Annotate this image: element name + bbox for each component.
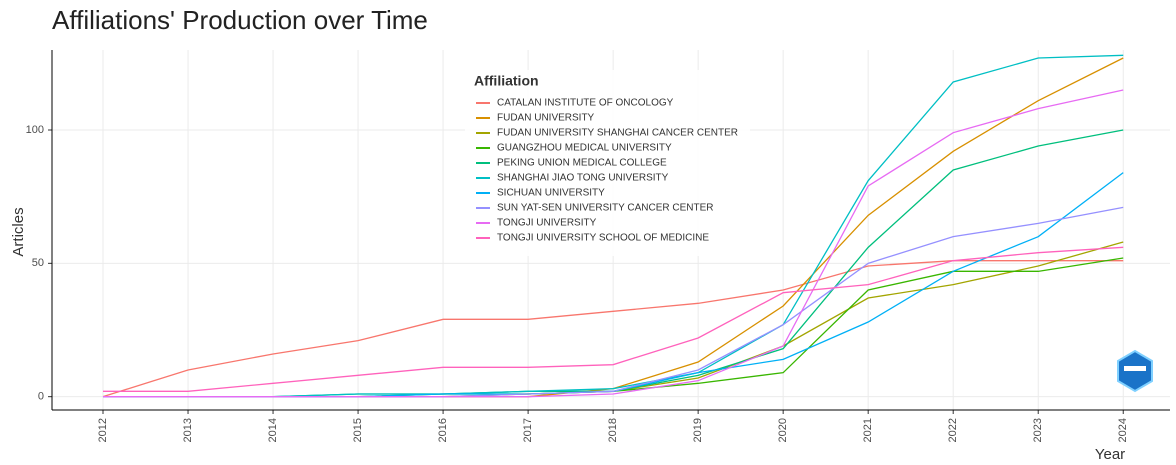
legend-label: PEKING UNION MEDICAL COLLEGE <box>497 158 667 169</box>
x-tick-label: 2015 <box>352 418 364 442</box>
x-tick-label: 2013 <box>182 418 194 442</box>
logo <box>1117 349 1153 393</box>
legend: Affiliation CATALAN INSTITUTE OF ONCOLOGY… <box>465 70 750 256</box>
legend-label: TONGJI UNIVERSITY <box>497 218 597 229</box>
line-series <box>103 246 1124 392</box>
y-tick-label: 0 <box>38 391 44 403</box>
legend-title: Affiliation <box>474 73 539 89</box>
legend-label: CATALAN INSTITUTE OF ONCOLOGY <box>497 98 674 109</box>
y-tick-label: 50 <box>32 257 44 269</box>
x-tick-label: 2014 <box>267 418 279 442</box>
y-tick-label: 100 <box>26 124 44 136</box>
y-axis-label: Articles <box>10 207 27 256</box>
x-tick-label: 2023 <box>1032 418 1044 442</box>
x-axis-label: Year <box>1095 446 1125 463</box>
x-tick-label: 2024 <box>1117 418 1129 442</box>
x-tick-label: 2020 <box>777 418 789 442</box>
line-series <box>103 89 1124 398</box>
x-tick-label: 2021 <box>862 418 874 442</box>
chart-title: Affiliations' Production over Time <box>52 5 428 35</box>
x-tick-label: 2019 <box>692 418 704 442</box>
legend-box <box>465 70 750 256</box>
legend-label: SICHUAN UNIVERSITY <box>497 188 605 199</box>
x-tick-label: 2022 <box>947 418 959 442</box>
x-tick-label: 2018 <box>607 418 619 442</box>
legend-label: GUANGZHOU MEDICAL UNIVERSITY <box>497 143 672 154</box>
legend-label: FUDAN UNIVERSITY <box>497 113 595 124</box>
legend-label: TONGJI UNIVERSITY SCHOOL OF MEDICINE <box>497 233 709 244</box>
x-tick-label: 2012 <box>97 418 109 442</box>
legend-label: FUDAN UNIVERSITY SHANGHAI CANCER CENTER <box>497 128 738 139</box>
legend-label: SHANGHAI JIAO TONG UNIVERSITY <box>497 173 669 184</box>
legend-label: SUN YAT-SEN UNIVERSITY CANCER CENTER <box>497 203 714 214</box>
x-tick-label: 2017 <box>522 418 534 442</box>
x-tick-label: 2016 <box>437 418 449 442</box>
